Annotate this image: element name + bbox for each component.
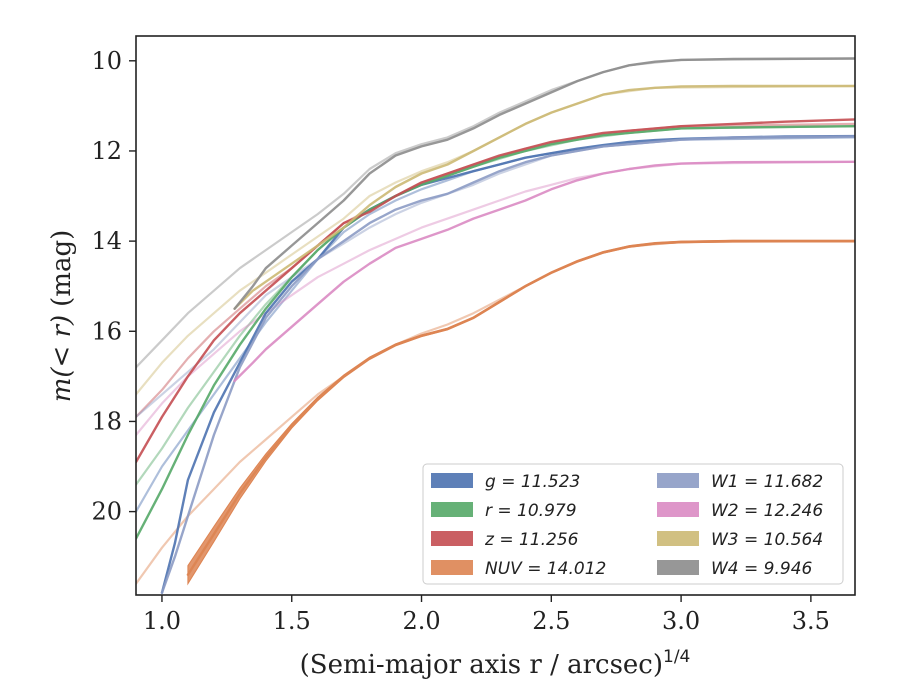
legend-label-z: z = 11.256 [484,530,579,550]
series-g-inner-line [136,136,855,513]
y-tick-label: 16 [91,317,122,345]
series-layer [136,57,855,594]
y-axis-label-symbol: m(< r) [47,315,77,402]
series-nuv-line [186,239,855,576]
y-tick-label: 20 [91,498,122,526]
x-tick-label: 2.5 [532,607,570,635]
plot-frame [135,35,856,596]
series-w1-inner-line [136,135,855,418]
legend-swatch-w2 [657,502,699,517]
legend-swatch-w4 [657,560,699,575]
x-tick-label: 3.5 [792,607,830,635]
legend-label-w1: W1 = 11.682 [711,472,823,492]
legend-swatch-w1 [657,473,699,488]
x-tick-label: 2.0 [402,607,440,635]
legend-label-r: r = 10.979 [485,501,577,521]
x-axis-label-text: (Semi-major axis r / arcsec) [300,650,663,680]
x-tick-label: 3.0 [662,607,700,635]
legend-label-w2: W2 = 12.246 [711,501,823,521]
series-w4-line [233,57,855,310]
legend-label-g: g = 11.523 [485,472,580,492]
legend-swatch-g [431,473,473,488]
y-tick-label: 10 [91,47,122,75]
legend-label-nuv: NUV = 14.012 [485,559,606,579]
legend-swatch-w3 [657,531,699,546]
x-axis-ticks: 1.0 1.5 2.0 2.5 3.0 3.5 [143,595,830,635]
y-tick-label: 14 [91,227,122,255]
legend-box [422,463,844,585]
legend-label-w4: W4 = 9.946 [711,559,813,579]
legend: g = 11.523 r = 10.979 z = 11.256 NUV = 14.0… [422,463,844,585]
legend-swatch-nuv [431,560,473,575]
series-w4-inner-line [136,57,855,369]
x-tick-label: 1.5 [273,607,311,635]
y-axis-label: m(< r) (mag) [47,230,77,403]
x-axis-label: (Semi-major axis r / arcsec)1/4 [300,647,691,680]
legend-swatch-r [431,502,473,517]
series-w3-line [233,84,855,310]
y-axis-ticks: 10 12 14 16 18 20 [91,47,136,526]
x-axis-label-power: 1/4 [663,647,690,667]
legend-label-w3: W3 = 10.564 [711,530,823,550]
series-w2-inner-line [136,160,855,437]
series-w1-line [160,135,855,594]
series-w2-line [233,160,855,383]
series-g-line [160,134,855,594]
y-tick-label: 12 [91,137,122,165]
y-tick-label: 18 [91,407,122,435]
x-tick-label: 1.0 [143,607,181,635]
series-r-line [136,125,855,540]
legend-swatch-z [431,531,473,546]
y-axis-label-unit: (mag) [47,230,77,307]
series-z-line [136,118,855,464]
